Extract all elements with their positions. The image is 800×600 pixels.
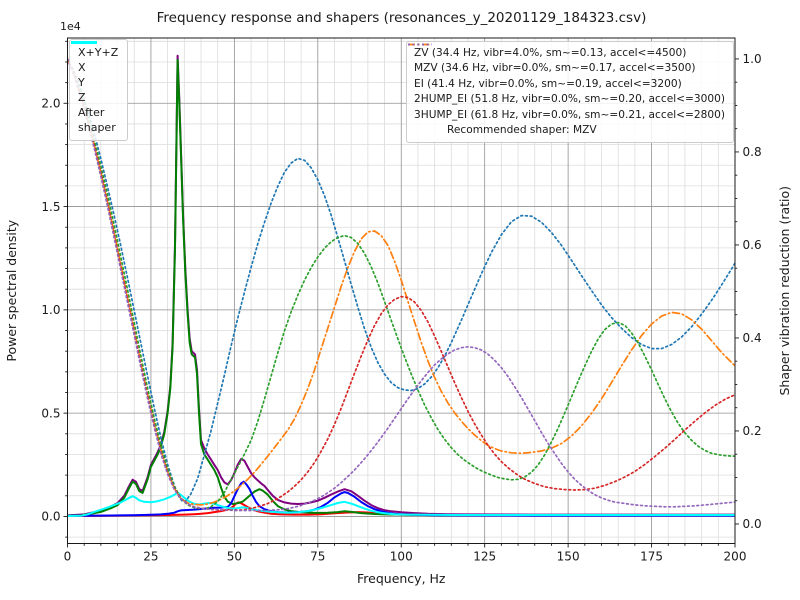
svg-text:0.0: 0.0 [743,517,762,531]
svg-text:1.0: 1.0 [743,52,762,66]
svg-text:25: 25 [143,550,158,564]
legend-item-x: X [71,41,118,75]
svg-text:0: 0 [64,550,72,564]
legend-item-2hump_ei: 2HUMP_EI (51.8 Hz, vibr=0.0%, sm~=0.20, … [408,43,725,107]
shaper-curve-2hump_ei [67,58,735,511]
svg-text:0.5: 0.5 [41,406,60,420]
psd-curve-y [67,58,735,517]
svg-text:50: 50 [227,550,242,564]
legend-item-label: Z [78,91,86,104]
legend-item-label: X [78,61,86,74]
legend-item-label: Y [78,76,85,89]
shaper-curve-mzv [67,58,735,506]
axis-ticks [63,40,739,548]
psd-curve-z [67,480,735,517]
legend-item-label: 2HUMP_EI (51.8 Hz, vibr=0.0%, sm~=0.20, … [414,93,725,106]
y-axis-right-label: Shaper vibration reduction (ratio) [777,186,792,396]
y-right-tick-labels: 0.0 0.2 0.4 0.6 0.8 1.0 [743,52,762,531]
y-axis-label: Power spectral density [4,219,19,361]
y-left-tick-labels: 0.0 0.5 1.0 1.5 2.0 [41,96,60,523]
y-axis-offset-label: 1e4 [60,20,81,33]
psd-curve-after-shaper [67,492,735,517]
legend-item-label: After shaper [78,106,116,134]
x-axis-label: Frequency, Hz [357,571,446,586]
shaper-curves [67,58,735,512]
svg-text:125: 125 [473,550,496,564]
legend-item-3hump_ei: 3HUMP_EI (61.8 Hz, vibr=0.0%, sm~=0.21, … [408,43,725,123]
legend-psd: X+Y+Z X Y Z After shaper [69,39,129,141]
legend-item-mzv: MZV (34.6 Hz, vibr=0.0%, sm~=0.17, accel… [408,43,725,76]
legend-item-label: MZV (34.6 Hz, vibr=0.0%, sm~=0.17, accel… [414,62,696,75]
legend-item-label: EI (41.4 Hz, vibr=0.0%, sm~=0.19, accel<… [414,77,682,90]
legend-item-y: Y [71,41,118,90]
svg-text:1.0: 1.0 [41,303,60,317]
svg-text:100: 100 [390,550,413,564]
legend-item-label: 3HUMP_EI (61.8 Hz, vibr=0.0%, sm~=0.21, … [414,108,725,121]
legend-item-z: Z [71,41,118,105]
svg-text:150: 150 [557,550,580,564]
svg-text:0.4: 0.4 [743,331,762,345]
svg-text:0.0: 0.0 [41,510,60,524]
legend-line-sample [408,43,432,46]
legend-shapers: ZV (34.4 Hz, vibr=4.0%, sm~=0.13, accel<… [406,41,734,144]
legend-item-ei: EI (41.4 Hz, vibr=0.0%, sm~=0.19, accel<… [408,43,725,92]
shaper-curve-zv [67,58,735,503]
x-tick-labels: 0 25 50 75 100 125 150 175 200 [64,550,747,564]
svg-text:75: 75 [310,550,325,564]
svg-text:200: 200 [724,550,747,564]
svg-text:0.2: 0.2 [743,424,762,438]
svg-text:1.5: 1.5 [41,200,60,214]
legend-item-label: X+Y+Z [78,46,119,59]
recommended-shaper-text: Recommended shaper: MZV [447,124,597,137]
svg-text:0.8: 0.8 [743,145,762,159]
legend-item-zv: ZV (34.4 Hz, vibr=4.0%, sm~=0.13, accel<… [408,43,725,61]
legend-item-after-shaper: After shaper [71,41,118,135]
legend-recommended-shaper: Recommended shaper: MZV [414,123,725,138]
legend-line-sample [71,41,97,44]
psd-curves [67,54,735,517]
legend-item-label: ZV (34.4 Hz, vibr=4.0%, sm~=0.13, accel<… [414,47,687,59]
svg-text:175: 175 [640,550,663,564]
chart-title: Frequency response and shapers (resonanc… [156,10,647,26]
svg-text:2.0: 2.0 [41,96,60,110]
svg-text:0.6: 0.6 [743,238,762,252]
legend-item-x-y-z: X+Y+Z [71,41,119,60]
